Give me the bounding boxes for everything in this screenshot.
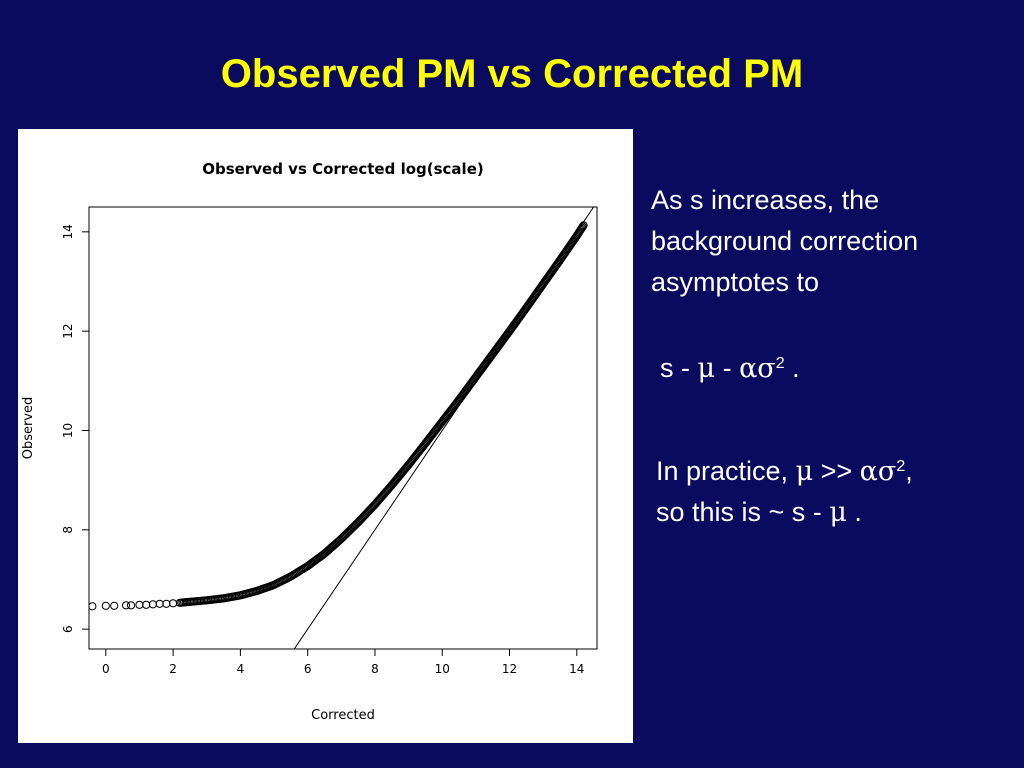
practice-line2: so this is ~ s - [656,497,830,527]
data-point [577,223,587,232]
asymptote-formula: s - μ - ασ2 . [660,348,800,389]
formula-exponent: 2 [775,355,785,372]
formula-minus: - [715,353,740,383]
data-point [142,600,151,609]
practice-text: In practice, μ >> ασ2, so this is ~ s - … [656,451,1016,533]
x-tick-label-2: 2 [169,662,177,676]
mu-symbol: μ [829,497,847,528]
data-point [578,222,587,231]
slide-title: Observed PM vs Corrected PM [220,52,804,96]
x-tick-label-14: 14 [569,662,584,676]
formula-s: s - [660,353,698,383]
data-point [101,601,110,610]
x-tick-label-10: 10 [435,662,450,676]
x-tick-label-12: 12 [502,662,517,676]
points-band [89,221,588,611]
x-tick-label-0: 0 [102,662,110,676]
x-tick-label-8: 8 [371,662,379,676]
mu-symbol: μ [697,353,716,384]
formula-period: . [784,353,800,383]
y-tick-label-14: 14 [61,224,75,239]
y-tick-label-8: 8 [61,526,75,534]
y-tick-label-12: 12 [61,324,75,339]
data-point [110,601,119,610]
data-point [148,600,158,609]
data-point [121,601,131,610]
x-axis-label: Corrected [311,708,375,723]
y-tick-label-10: 10 [61,423,75,438]
chart-title: Observed vs Corrected log(scale) [202,160,483,178]
data-point [89,602,97,611]
data-point [579,221,588,230]
data-point [155,599,164,608]
data-point [126,601,136,610]
x-tick-label-6: 6 [304,662,312,676]
y-tick-label-6: 6 [61,625,75,633]
data-point [135,600,144,609]
practice-lead: In practice, [656,456,796,486]
practice-comma: , [905,456,913,486]
alpha-sigma-symbol: ασ [739,353,776,384]
data-point [162,599,171,608]
y-axis-label: Observed [21,397,36,460]
data-point [169,599,178,608]
practice-exponent: 2 [896,458,906,475]
x-tick-label-4: 4 [237,662,245,676]
plot-frame [88,206,598,650]
asymptote-text: As s increases, the background correctio… [651,185,919,297]
practice-period: . [846,497,862,527]
plot-panel: Observed vs Corrected log(scale) 0 2 4 6 8 10 1… [18,129,633,743]
scatter-chart: Observed vs Corrected log(scale) 0 2 4 6 8 10 1… [21,160,598,723]
alpha-sigma-symbol: ασ [859,456,897,487]
mu-symbol: μ [795,456,814,487]
practice-gt: >> [813,456,860,486]
